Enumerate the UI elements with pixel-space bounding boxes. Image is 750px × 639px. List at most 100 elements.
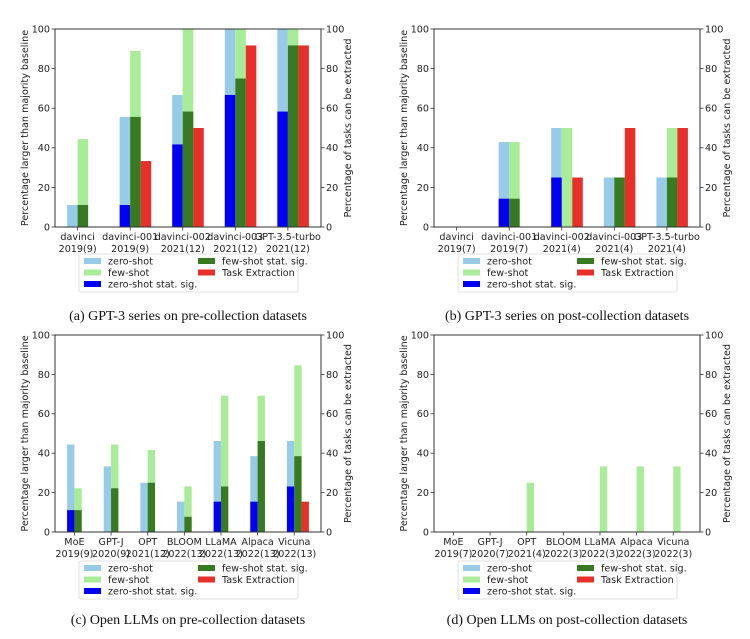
x-tick-label-name: davinci bbox=[439, 232, 473, 243]
bar-te bbox=[572, 177, 583, 227]
bar-fs bbox=[599, 466, 608, 532]
x-tick-label-name: Alpaca bbox=[620, 537, 652, 548]
y-tick-label-right: 100 bbox=[705, 24, 723, 35]
caption: (c) Open LLMs on pre-collection datasets bbox=[71, 613, 305, 628]
bar-fs bbox=[509, 142, 520, 227]
bar-zs bbox=[498, 142, 510, 227]
y-axis-label-left: Percentage larger than majority baseline bbox=[399, 335, 410, 531]
legend-label-te: Task Extraction bbox=[221, 268, 295, 279]
legend-swatch-fss bbox=[577, 565, 594, 571]
bar-fs bbox=[184, 486, 192, 532]
legend-swatch-te bbox=[577, 269, 594, 276]
legend-label-zss: zero-shot stat. sig. bbox=[108, 587, 197, 598]
bar-fs bbox=[294, 365, 302, 532]
caption: (d) Open LLMs on post-collection dataset… bbox=[447, 613, 688, 628]
bar-zs bbox=[67, 444, 75, 532]
y-tick-label-left: 60 bbox=[38, 409, 50, 420]
x-tick-label-date: 2021(12) bbox=[161, 244, 205, 255]
y-tick-label-right: 40 bbox=[705, 143, 717, 154]
x-tick-label-name: Vicuna bbox=[278, 537, 310, 548]
y-tick-label-left: 80 bbox=[417, 370, 429, 381]
legend-swatch-zss bbox=[463, 588, 480, 594]
legend-label-zs: zero-shot bbox=[108, 564, 153, 575]
bar-fss bbox=[509, 198, 520, 227]
y-tick-label-left: 20 bbox=[417, 488, 429, 499]
legend-label-te: Task Extraction bbox=[600, 268, 674, 279]
x-tick-label-name: Alpaca bbox=[241, 537, 273, 548]
legend-label-zss: zero-shot stat. sig. bbox=[108, 280, 197, 291]
bar-te bbox=[193, 128, 204, 227]
bar-zss bbox=[119, 205, 131, 227]
bar-te bbox=[298, 45, 309, 228]
y-axis-label-right: Percentage of tasks can be extracted bbox=[343, 39, 354, 218]
x-tick-label-name: davinci-002 bbox=[534, 232, 590, 243]
y-tick-label-right: 80 bbox=[326, 64, 338, 75]
x-tick-label-name: GPT-J bbox=[478, 537, 503, 548]
legend-swatch-fs bbox=[84, 576, 101, 583]
x-tick-label-name: LLaMA bbox=[205, 537, 237, 548]
legend-swatch-te bbox=[577, 576, 594, 583]
y-tick-label-right: 20 bbox=[705, 488, 717, 499]
x-tick-label-date: 2019(9) bbox=[55, 549, 93, 560]
y-tick-label-right: 40 bbox=[326, 143, 338, 154]
legend-swatch-te bbox=[198, 576, 215, 583]
legend-swatch-zs bbox=[463, 565, 480, 571]
legend-label-zss: zero-shot stat. sig. bbox=[487, 280, 576, 291]
bar-fs bbox=[77, 139, 89, 227]
x-tick-label-date: 2019(9) bbox=[59, 244, 97, 255]
x-tick-label-date: 2021(12) bbox=[266, 244, 310, 255]
y-tick-label-left: 60 bbox=[417, 409, 429, 420]
bar-te bbox=[245, 45, 257, 228]
bar-zs bbox=[140, 482, 148, 532]
bar-zs bbox=[177, 501, 185, 532]
bar-zss bbox=[551, 177, 562, 227]
x-tick-label-name: GPT-J bbox=[99, 537, 124, 548]
y-tick-label-left: 0 bbox=[44, 527, 50, 538]
y-tick-label-left: 40 bbox=[417, 449, 429, 460]
caption: (b) GPT-3 series on post-collection data… bbox=[445, 309, 689, 324]
y-tick-label-right: 0 bbox=[326, 222, 332, 233]
y-tick-label-right: 0 bbox=[705, 527, 711, 538]
y-tick-label-left: 0 bbox=[423, 527, 429, 538]
x-tick-label-name: LLaMA bbox=[584, 537, 616, 548]
x-tick-label-name: BLOOM bbox=[546, 537, 581, 548]
bar-zs bbox=[67, 205, 78, 227]
legend-swatch-fs bbox=[463, 576, 480, 583]
x-tick-label-name: davinci-003 bbox=[586, 232, 642, 243]
y-tick-label-right: 20 bbox=[326, 183, 338, 194]
bar-fss bbox=[77, 205, 89, 227]
legend-label-te: Task Extraction bbox=[221, 575, 295, 586]
x-tick-label-name: davinci bbox=[60, 232, 94, 243]
bar-fss bbox=[184, 516, 192, 532]
y-tick-label-right: 80 bbox=[326, 370, 338, 381]
y-axis-label-left: Percentage larger than majority baseline bbox=[399, 30, 410, 226]
legend-label-fs: few-shot bbox=[108, 575, 150, 586]
bar-zss bbox=[224, 94, 236, 228]
x-tick-label-date: 2021(4) bbox=[595, 244, 633, 255]
y-tick-label-right: 40 bbox=[705, 449, 717, 460]
y-tick-label-right: 60 bbox=[326, 409, 338, 420]
x-tick-label-date: 2022(13) bbox=[162, 549, 206, 560]
x-tick-label-date: 2020(9) bbox=[92, 549, 130, 560]
legend-swatch-fs bbox=[84, 269, 101, 276]
y-tick-label-right: 60 bbox=[705, 409, 717, 420]
x-tick-label-date: 2021(4) bbox=[543, 244, 581, 255]
x-tick-label-date: 2022(3) bbox=[618, 549, 656, 560]
bar-te bbox=[301, 501, 309, 532]
legend-label-fs: few-shot bbox=[487, 268, 529, 279]
y-tick-label-right: 20 bbox=[326, 488, 338, 499]
y-tick-label-left: 100 bbox=[32, 24, 50, 35]
x-tick-label-name: GPT-3.5-turbo bbox=[255, 232, 321, 243]
y-tick-label-left: 40 bbox=[38, 143, 50, 154]
y-tick-label-left: 20 bbox=[38, 488, 50, 499]
x-tick-label-date: 2019(9) bbox=[111, 244, 149, 255]
legend-swatch-fss bbox=[198, 565, 215, 571]
bar-te bbox=[624, 128, 636, 227]
bar-te bbox=[677, 128, 688, 227]
x-tick-label-date: 2022(13) bbox=[236, 549, 280, 560]
